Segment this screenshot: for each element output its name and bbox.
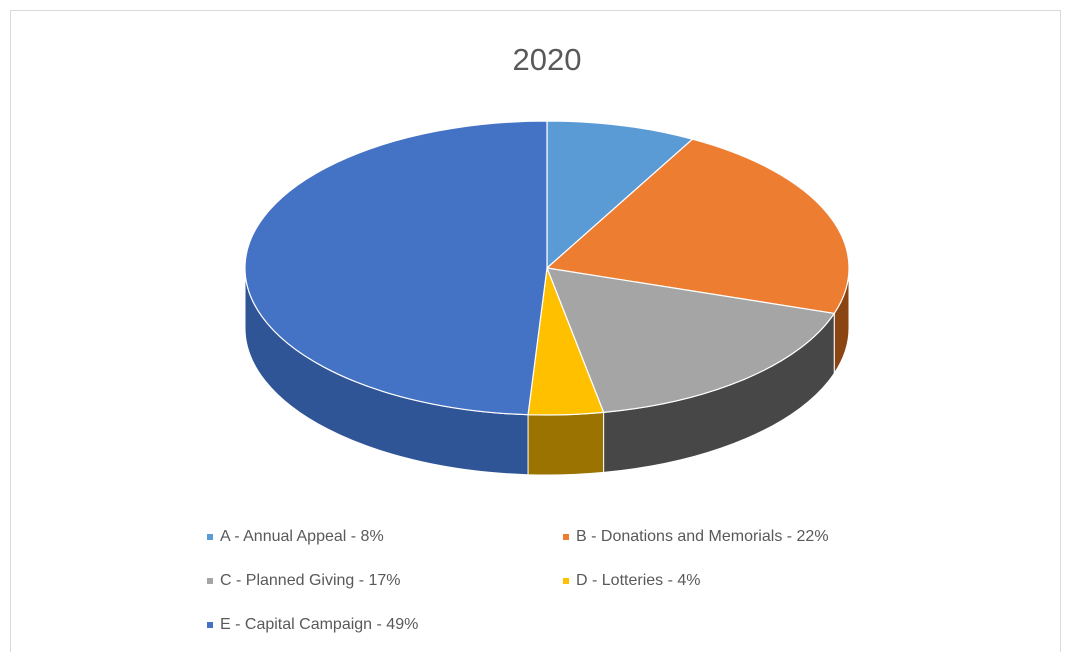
legend-label: C - Planned Giving - 17% bbox=[220, 572, 401, 589]
legend-label: E - Capital Campaign - 49% bbox=[220, 616, 418, 633]
pie-slice bbox=[244, 120, 548, 416]
legend-marker bbox=[563, 578, 569, 584]
pie-slice bbox=[545, 138, 850, 315]
legend-marker bbox=[563, 534, 569, 540]
legend-marker bbox=[207, 534, 213, 540]
pie-side bbox=[527, 411, 605, 476]
chart-border bbox=[10, 10, 1061, 652]
pie-slice bbox=[546, 267, 836, 414]
legend-label: D - Lotteries - 4% bbox=[576, 572, 700, 589]
legend-marker bbox=[207, 578, 213, 584]
pie-slice bbox=[546, 120, 694, 270]
legend-marker bbox=[207, 622, 213, 628]
chart-title: 2020 bbox=[513, 42, 582, 77]
legend-label: A - Annual Appeal - 8% bbox=[220, 528, 384, 545]
legend-label: B - Donations and Memorials - 22% bbox=[576, 528, 829, 545]
